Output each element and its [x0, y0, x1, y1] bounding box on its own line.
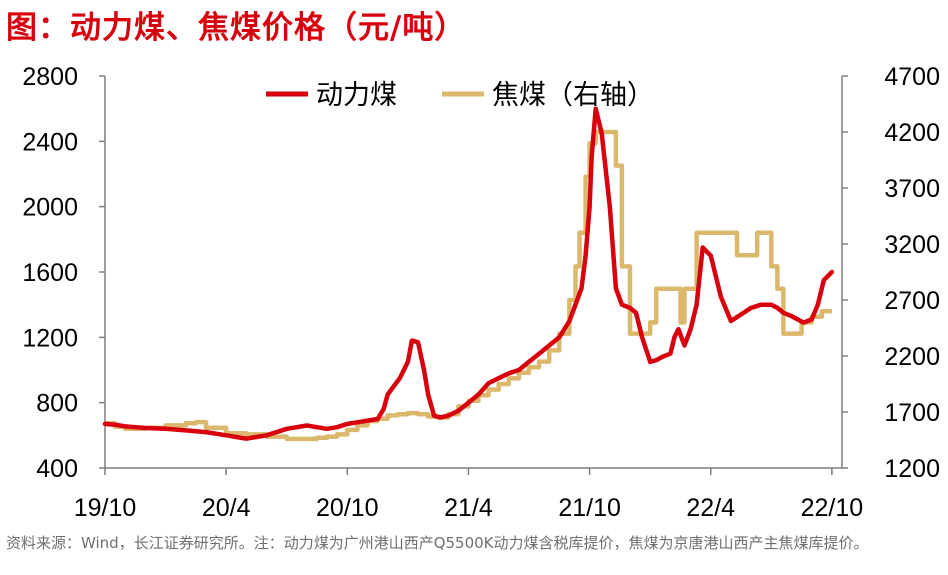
x-tick-label: 20/10	[316, 494, 379, 522]
x-tick-label: 22/10	[801, 494, 864, 522]
x-tick-label: 19/10	[74, 494, 137, 522]
x-tick-label: 21/4	[444, 494, 493, 522]
left-tick-label: 400	[36, 455, 78, 483]
left-axis-ticks: 400 800 1200 1600 2000 2400 2800	[22, 63, 105, 483]
x-axis-ticks: 19/10 20/4 20/10 21/4 21/10 22/4 22/10	[74, 468, 863, 522]
right-tick-label: 1700	[884, 399, 940, 427]
left-tick-label: 1600	[22, 259, 78, 287]
right-tick-label: 3700	[884, 175, 940, 203]
left-tick-label: 2000	[22, 194, 78, 222]
left-tick-label: 1200	[22, 324, 78, 352]
x-tick-label: 22/4	[686, 494, 735, 522]
left-tick-label: 2800	[22, 63, 78, 91]
legend-label-thermal-coal: 动力煤	[316, 80, 397, 111]
right-tick-label: 3200	[884, 231, 940, 259]
series-line-thermal-coal	[102, 106, 835, 441]
right-tick-label: 2200	[884, 343, 940, 371]
right-axis-ticks: 1200 1700 2200 2700 3200 3700 4200 4700	[842, 63, 940, 483]
series-line-coking-coal	[105, 129, 832, 442]
right-tick-label: 4700	[884, 63, 940, 91]
series-lines	[102, 106, 835, 442]
left-tick-label: 2400	[22, 128, 78, 156]
x-tick-label: 21/10	[558, 494, 621, 522]
x-tick-label: 20/4	[202, 494, 251, 522]
legend: 动力煤 焦煤（右轴）	[266, 80, 654, 111]
right-tick-label: 2700	[884, 287, 940, 315]
right-tick-label: 1200	[884, 455, 940, 483]
source-note: 资料来源：Wind，长江证券研究所。注：动力煤为广州港山西产Q5500K动力煤含…	[6, 534, 869, 552]
page-title: 图：动力煤、焦煤价格（元/吨）	[6, 10, 467, 46]
right-tick-label: 4200	[884, 119, 940, 147]
axes	[104, 76, 843, 469]
legend-label-coking-coal: 焦煤（右轴）	[492, 80, 654, 111]
left-tick-label: 800	[36, 390, 78, 418]
